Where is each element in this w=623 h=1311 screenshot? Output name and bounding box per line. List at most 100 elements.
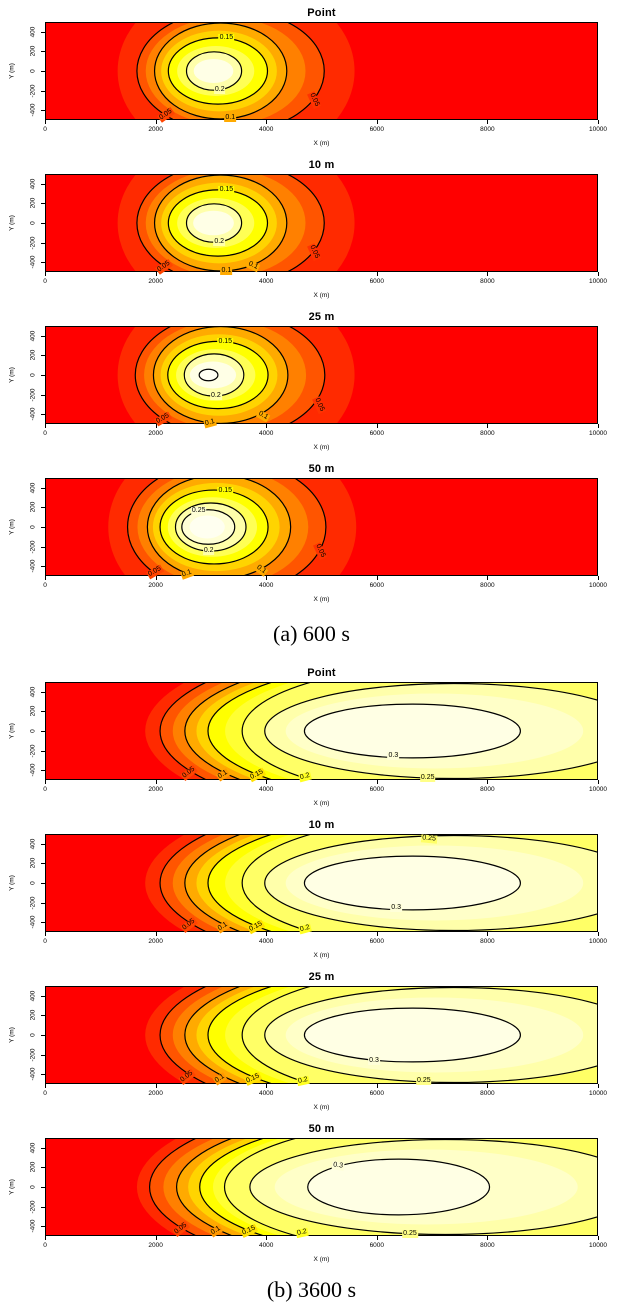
y-tick-label: -200	[29, 1048, 37, 1062]
y-tick-label: -400	[29, 915, 37, 929]
y-axis-label: Y (m)	[8, 1179, 16, 1195]
contour-line-0.3	[304, 704, 520, 758]
y-axis-label: Y (m)	[8, 723, 16, 739]
x-tick	[45, 272, 46, 276]
y-tick	[41, 711, 45, 713]
y-axis-label: Y (m)	[8, 367, 16, 383]
x-tick-label: 8000	[480, 1242, 495, 1249]
x-tick-label: 4000	[258, 938, 274, 945]
x-tick	[487, 780, 489, 784]
group-3600s: Point 0.05 0.1 0.15 0.2 0.3 0.25 0 2000 4000 6000 8…	[0, 660, 623, 1311]
contour-label-0.1: 0.1	[203, 417, 217, 429]
y-tick	[41, 546, 45, 548]
y-tick-label: 400	[29, 686, 37, 698]
x-tick	[45, 932, 46, 936]
y-tick	[41, 527, 45, 528]
contour-label-0.2: 0.2	[298, 771, 313, 782]
y-tick-label: 400	[29, 1142, 37, 1154]
contour-svg	[46, 23, 597, 119]
x-tick	[598, 780, 599, 784]
y-tick-label: -400	[29, 407, 37, 421]
contour-label-0.3: 0.3	[331, 1160, 345, 1171]
y-tick	[41, 691, 45, 693]
x-tick-label: 6000	[369, 938, 385, 945]
y-tick-label: 200	[29, 705, 37, 717]
y-tick	[41, 1054, 45, 1056]
x-tick	[45, 120, 46, 124]
caption-600s: (a) 600 s	[273, 621, 350, 646]
y-tick-label: 0	[29, 1033, 37, 1037]
contour-line-0.25	[265, 683, 597, 778]
y-tick	[41, 71, 45, 72]
y-tick-label: -200	[29, 896, 37, 910]
y-tick	[41, 843, 45, 845]
y-tick	[41, 335, 45, 337]
x-tick	[266, 272, 268, 276]
y-tick	[41, 1015, 45, 1017]
x-tick-label: 0	[43, 938, 47, 945]
x-tick	[487, 1236, 489, 1240]
x-tick	[266, 120, 268, 124]
y-tick	[41, 902, 45, 904]
y-tick-label: 400	[29, 482, 37, 494]
x-tick	[266, 780, 268, 784]
contour-line-0.25	[265, 835, 597, 930]
x-tick-label: 0	[43, 126, 47, 133]
y-axis-label: Y (m)	[8, 215, 16, 231]
x-tick	[155, 1084, 157, 1088]
contour-panel-b-50-m: 50 m 0.3 0.05 0.1 0.15 0.2 0.25 0 2000 4000 6000 80…	[0, 1116, 623, 1268]
x-tick-label: 6000	[369, 786, 385, 793]
x-tick-label: 8000	[480, 938, 495, 945]
contour-panel-b-10-m: 10 m 0.25 0.05 0.1 0.15 0.2 0.3 0 2000 4000 6000 80…	[0, 812, 623, 964]
y-tick-label: -200	[29, 388, 37, 402]
contour-line-0.15	[168, 38, 267, 104]
y-tick	[41, 355, 45, 357]
y-tick	[41, 507, 45, 509]
panels-3600s: Point 0.05 0.1 0.15 0.2 0.3 0.25 0 2000 4000 6000 8…	[0, 660, 623, 1268]
y-tick-label: 200	[29, 1161, 37, 1173]
x-axis-label: X (m)	[313, 140, 330, 147]
y-tick-label: -200	[29, 540, 37, 554]
y-tick-label: 0	[29, 881, 37, 885]
x-axis-label: X (m)	[313, 1104, 330, 1111]
y-tick-label: 400	[29, 838, 37, 850]
panel-title: Point	[307, 667, 336, 679]
x-tick	[376, 1236, 378, 1240]
y-tick	[41, 414, 45, 416]
contour-line-0.3	[304, 856, 520, 910]
contour-label-0.2: 0.2	[210, 392, 222, 401]
x-axis-label: X (m)	[313, 596, 330, 603]
y-tick-label: 0	[29, 1185, 37, 1189]
x-tick	[598, 1236, 599, 1240]
x-tick-label: 0	[43, 278, 47, 285]
contour-band	[193, 59, 234, 83]
plot-area	[45, 22, 598, 120]
y-tick-label: -400	[29, 255, 37, 269]
y-tick	[41, 995, 45, 997]
y-axis-label: Y (m)	[8, 875, 16, 891]
panel-title: 25 m	[308, 311, 335, 323]
contour-line-0.05	[128, 479, 326, 575]
x-tick-label: 0	[43, 430, 47, 437]
x-tick-label: 6000	[369, 278, 385, 285]
x-tick-label: 10000	[588, 1090, 608, 1097]
plot-area	[45, 682, 598, 780]
contour-panel-a-50-m: 50 m 0.15 0.25 0.2 0.05 0.1 0.1 0.05 0 2000 4000 60…	[0, 456, 623, 608]
x-axis-label: X (m)	[313, 444, 330, 451]
y-tick-label: 200	[29, 501, 37, 513]
contour-svg	[46, 479, 597, 575]
plot-area	[45, 834, 598, 932]
panel-title: 50 m	[308, 1123, 335, 1135]
y-axis-label: Y (m)	[8, 1027, 16, 1043]
y-tick-label: -200	[29, 1200, 37, 1214]
contour-label-0.15: 0.15	[217, 337, 234, 346]
y-tick	[41, 110, 45, 112]
contour-svg	[46, 683, 597, 779]
y-tick-label: 400	[29, 26, 37, 38]
x-tick-label: 8000	[480, 126, 495, 133]
x-tick-label: 4000	[258, 430, 274, 437]
contour-band	[193, 210, 234, 236]
x-tick	[487, 932, 489, 936]
x-tick	[266, 424, 268, 428]
y-tick	[41, 203, 45, 205]
